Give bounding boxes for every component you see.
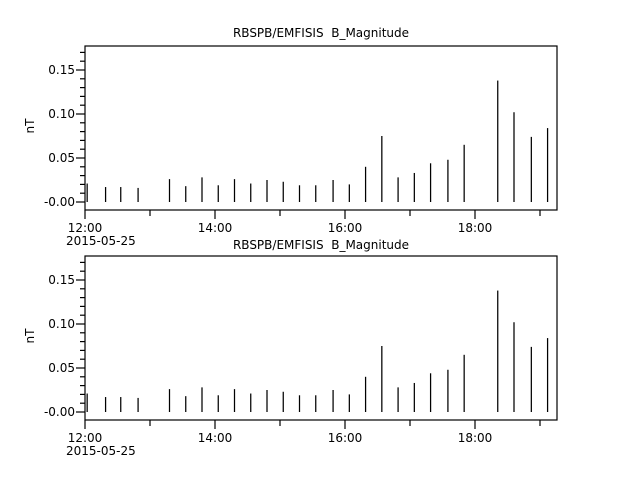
y-tick-label: 0.15 [48, 273, 75, 287]
plot-frame [84, 255, 558, 421]
chart2-plot: -0.00 0.05 0.10 0.15 12:00 14:00 16:00 18:00 [44, 255, 558, 445]
y-tick-label: 0.15 [48, 63, 75, 77]
chart2-date-label: 2015-05-25 [66, 444, 136, 458]
y-tick-label: 0.10 [48, 317, 75, 331]
x-tick-label: 18:00 [458, 221, 493, 235]
y-tick-label: -0.00 [44, 405, 75, 419]
x-tick-label: 14:00 [198, 221, 233, 235]
chart1-title: RBSPB/EMFISIS B_Magnitude [232, 26, 410, 40]
plot-frame [84, 45, 558, 211]
x-tick-label: 18:00 [458, 431, 493, 445]
x-tick-label: 14:00 [198, 431, 233, 445]
x-tick-label: 12:00 [68, 431, 103, 445]
x-tick-label: 16:00 [328, 221, 363, 235]
y-tick-label: -0.00 [44, 195, 75, 209]
y-tick-label: 0.10 [48, 107, 75, 121]
y-tick-label: 0.05 [48, 151, 75, 165]
chart1-plot: -0.00 0.05 0.10 0.15 12:00 14:00 16:00 18:00 [44, 45, 558, 235]
x-tick-label: 12:00 [68, 221, 103, 235]
y-tick-label: 0.05 [48, 361, 75, 375]
x-tick-label: 16:00 [328, 431, 363, 445]
chart2-title: RBSPB/EMFISIS B_Magnitude [232, 238, 410, 252]
chart1-date-label: 2015-05-25 [66, 234, 136, 248]
